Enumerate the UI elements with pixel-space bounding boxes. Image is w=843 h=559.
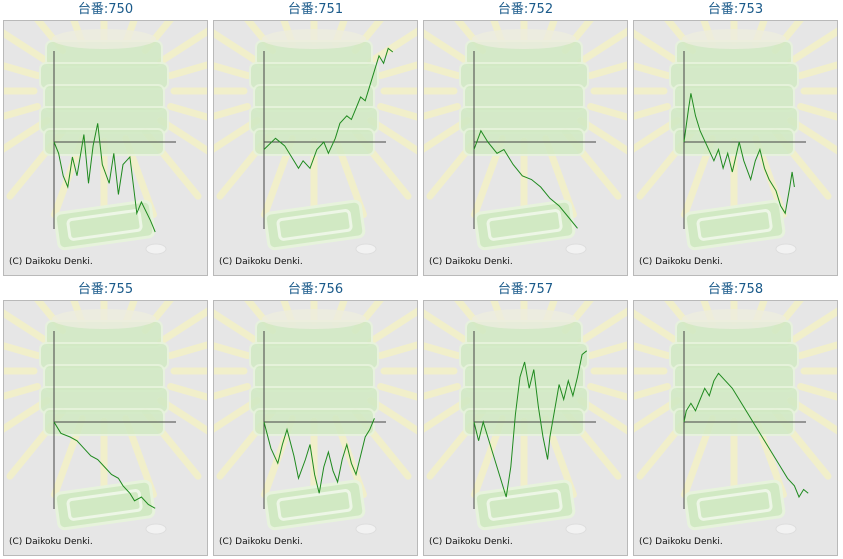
machine-card: 台番:756 (C) Daikoku Denki. [213, 280, 418, 556]
pachinko-machine-watermark [424, 301, 627, 535]
pachinko-machine-watermark [214, 301, 417, 535]
slump-graph[interactable]: (C) Daikoku Denki. [213, 300, 418, 556]
graph-canvas [4, 21, 207, 255]
payout-line [473, 129, 578, 229]
graph-canvas [214, 301, 417, 535]
slump-graph[interactable]: (C) Daikoku Denki. [423, 300, 628, 556]
pachinko-machine-watermark [4, 21, 207, 255]
slump-graph[interactable]: (C) Daikoku Denki. [633, 300, 838, 556]
payout-line [53, 421, 156, 509]
copyright-text: (C) Daikoku Denki. [9, 537, 93, 547]
payout-line [683, 93, 795, 215]
machine-card: 台番:757 (C) Daikoku Denki. [423, 280, 628, 556]
graph-canvas [4, 301, 207, 535]
copyright-text: (C) Daikoku Denki. [429, 537, 513, 547]
machine-card: 台番:752 (C) Daikoku Denki. [423, 0, 628, 276]
graph-canvas [424, 301, 627, 535]
slump-graph[interactable]: (C) Daikoku Denki. [3, 20, 208, 276]
pachinko-machine-watermark [634, 21, 837, 255]
machine-number-link[interactable]: 台番:753 [707, 2, 764, 17]
machine-card: 台番:750 (C) Daikoku Denki. [3, 0, 208, 276]
copyright-text: (C) Daikoku Denki. [639, 537, 723, 547]
graph-canvas [634, 301, 837, 535]
machine-number-link[interactable]: 台番:757 [497, 282, 554, 297]
graph-canvas [634, 21, 837, 255]
pachinko-machine-watermark [214, 21, 417, 255]
machine-number-link[interactable]: 台番:755 [77, 282, 134, 297]
payout-line [263, 418, 375, 494]
copyright-text: (C) Daikoku Denki. [9, 257, 93, 267]
machine-number-link[interactable]: 台番:758 [707, 282, 764, 297]
machine-card: 台番:751 (C) Daikoku Denki. [213, 0, 418, 276]
slump-graph[interactable]: (C) Daikoku Denki. [3, 300, 208, 556]
machine-number-link[interactable]: 台番:756 [287, 282, 344, 297]
copyright-text: (C) Daikoku Denki. [219, 537, 303, 547]
machine-card: 台番:753 (C) Daikoku Denki. [633, 0, 838, 276]
payout-line [263, 47, 394, 170]
machine-card: 台番:755 (C) Daikoku Denki. [3, 280, 208, 556]
copyright-text: (C) Daikoku Denki. [219, 257, 303, 267]
slump-graph[interactable]: (C) Daikoku Denki. [633, 20, 838, 276]
slump-graph[interactable]: (C) Daikoku Denki. [213, 20, 418, 276]
pachinko-machine-watermark [634, 301, 837, 535]
slump-graph[interactable]: (C) Daikoku Denki. [423, 20, 628, 276]
graph-canvas [424, 21, 627, 255]
machine-number-link[interactable]: 台番:751 [287, 2, 344, 17]
machine-number-link[interactable]: 台番:750 [77, 2, 134, 17]
copyright-text: (C) Daikoku Denki. [639, 257, 723, 267]
copyright-text: (C) Daikoku Denki. [429, 257, 513, 267]
machine-card: 台番:758 (C) Daikoku Denki. [633, 280, 838, 556]
payout-line [683, 372, 809, 499]
pachinko-machine-watermark [424, 21, 627, 255]
machine-number-link[interactable]: 台番:752 [497, 2, 554, 17]
payout-line [473, 350, 588, 498]
pachinko-machine-watermark [4, 301, 207, 535]
graph-canvas [214, 21, 417, 255]
payout-line [53, 123, 156, 233]
